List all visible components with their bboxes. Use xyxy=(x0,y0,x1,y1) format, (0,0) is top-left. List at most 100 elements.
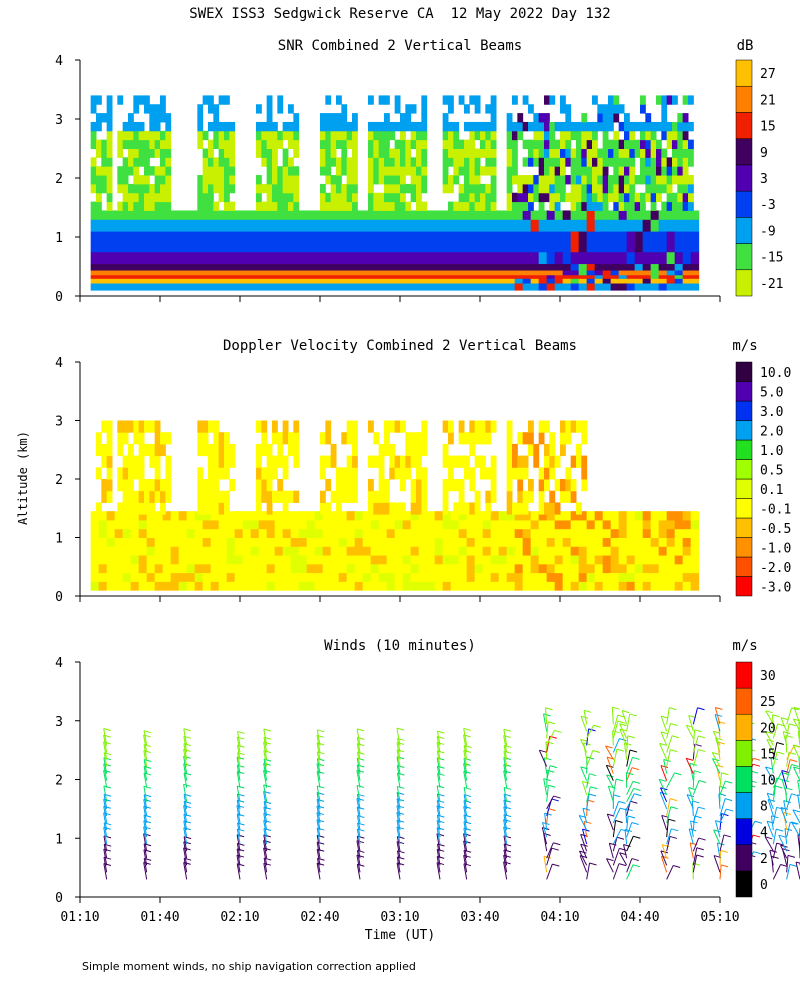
colorbar-label: -1.0 xyxy=(760,541,791,556)
wind-barb xyxy=(316,771,321,788)
wind-barb-flag xyxy=(788,723,797,727)
snr-cell xyxy=(618,175,625,185)
snr-cell xyxy=(322,210,332,220)
wind-barb xyxy=(236,736,241,753)
wind-barb-flag xyxy=(693,770,702,774)
snr-cell xyxy=(576,201,582,211)
wind-barb xyxy=(436,827,441,845)
velocity-cell xyxy=(554,563,564,574)
wind-barb xyxy=(612,801,620,817)
velocity-cell xyxy=(666,511,676,521)
snr-cell xyxy=(656,157,662,167)
snr-cell xyxy=(464,201,470,211)
snr-cell xyxy=(114,274,124,279)
wind-barb xyxy=(605,745,614,760)
velocity-cell xyxy=(154,555,164,565)
snr-cell xyxy=(578,278,588,284)
snr-cell xyxy=(474,166,481,176)
velocity-cell xyxy=(485,467,492,480)
snr-cell xyxy=(576,183,582,194)
velocity-cell xyxy=(394,581,404,591)
snr-cell xyxy=(160,192,166,203)
wind-barb xyxy=(619,852,628,866)
snr-cell xyxy=(629,201,636,211)
snr-cell xyxy=(618,104,625,114)
velocity-cell xyxy=(410,455,417,468)
wind-barb xyxy=(316,729,321,746)
velocity-cell xyxy=(578,581,588,591)
snr-cell xyxy=(330,157,337,167)
wind-barb xyxy=(546,730,555,746)
snr-cell xyxy=(266,183,273,194)
snr-cell xyxy=(213,166,220,176)
velocity-cell xyxy=(133,467,140,480)
snr-cell xyxy=(144,148,150,158)
wind-barb xyxy=(143,806,148,824)
snr-cell xyxy=(421,157,428,167)
velocity-cell xyxy=(528,490,534,503)
wind-barb xyxy=(103,863,108,880)
snr-cell xyxy=(170,219,180,232)
y-tick-label: 4 xyxy=(55,356,63,371)
snr-cell xyxy=(546,251,556,265)
wind-barb xyxy=(660,731,668,746)
snr-heatmap xyxy=(90,95,700,291)
snr-cell xyxy=(450,270,460,276)
velocity-cell xyxy=(402,572,412,582)
snr-cell xyxy=(162,274,172,279)
wind-barb xyxy=(546,765,551,781)
velocity-cell xyxy=(610,563,620,574)
snr-cell xyxy=(512,139,518,149)
velocity-cell xyxy=(186,528,196,538)
snr-cell xyxy=(650,283,660,291)
velocity-cell xyxy=(133,420,140,433)
velocity-cell xyxy=(450,511,460,521)
footnote: Simple moment winds, no ship navigation … xyxy=(82,960,416,973)
snr-cell xyxy=(533,192,540,203)
snr-cell xyxy=(410,192,417,203)
velocity-cell xyxy=(338,581,348,591)
wind-barb xyxy=(503,787,508,802)
snr-cell xyxy=(613,175,620,185)
velocity-cell xyxy=(338,572,348,582)
velocity-cell xyxy=(442,443,449,457)
velocity-cell xyxy=(370,555,380,565)
velocity-cell xyxy=(474,420,481,433)
wind-barb xyxy=(263,834,268,852)
snr-cell xyxy=(242,251,252,265)
velocity-cell xyxy=(218,511,228,521)
velocity-cell xyxy=(226,546,236,556)
snr-cell xyxy=(98,278,108,284)
colorbar-label: 8 xyxy=(760,800,768,815)
snr-cell xyxy=(546,270,556,276)
snr-cell xyxy=(272,130,278,141)
snr-cell xyxy=(570,130,577,141)
snr-cell xyxy=(98,219,108,232)
snr-cell xyxy=(434,263,444,271)
velocity-cell xyxy=(362,572,372,582)
wind-barb xyxy=(503,770,508,788)
wind-barb xyxy=(660,787,668,803)
x-tick-label: 03:10 xyxy=(380,910,419,925)
snr-cell xyxy=(405,201,412,211)
snr-cell xyxy=(336,139,342,149)
snr-cell xyxy=(138,210,148,220)
snr-cell xyxy=(482,263,492,271)
wind-barb xyxy=(692,847,698,866)
snr-cell xyxy=(138,231,148,253)
snr-cell xyxy=(530,251,540,265)
wind-barb xyxy=(463,728,468,746)
snr-cell xyxy=(378,166,385,176)
snr-cell xyxy=(266,263,276,271)
snr-cell xyxy=(410,104,417,114)
snr-cell xyxy=(400,157,406,167)
wind-barb xyxy=(396,850,401,866)
snr-cell xyxy=(128,121,134,132)
snr-cell xyxy=(314,263,324,271)
snr-cell xyxy=(384,192,390,203)
snr-cell xyxy=(218,278,228,284)
snr-cell xyxy=(149,121,156,132)
wind-barb xyxy=(103,735,108,753)
velocity-cell xyxy=(322,519,332,530)
snr-cell xyxy=(218,283,228,291)
